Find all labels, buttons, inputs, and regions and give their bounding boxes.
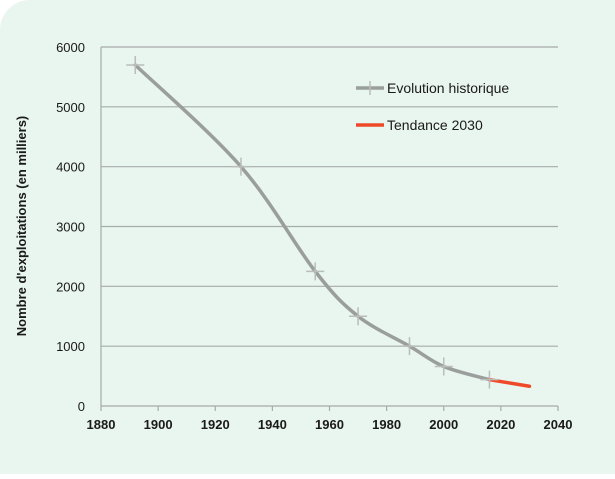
y-axis-label: Nombre d'exploitations (en milliers) bbox=[14, 116, 29, 337]
x-tick-label: 1940 bbox=[258, 417, 287, 432]
legend-label-0: Evolution historique bbox=[387, 80, 509, 96]
y-tick-label: 1000 bbox=[56, 339, 85, 354]
legend: Evolution historique Tendance 2030 bbox=[356, 80, 509, 133]
y-tick-label: 5000 bbox=[56, 100, 85, 115]
series-line-0 bbox=[133, 63, 492, 382]
x-tick-label: 1900 bbox=[144, 417, 173, 432]
x-tick-label: 1920 bbox=[201, 417, 230, 432]
y-tick-label: 2000 bbox=[56, 279, 85, 294]
y-tick-label: 3000 bbox=[56, 220, 85, 235]
y-tick-label: 4000 bbox=[56, 160, 85, 175]
x-tick-label: 2040 bbox=[544, 417, 573, 432]
data-point-marker bbox=[480, 370, 499, 389]
series-line-1 bbox=[487, 377, 532, 389]
legend-label-1: Tendance 2030 bbox=[387, 117, 483, 133]
x-tick-label: 2000 bbox=[429, 417, 458, 432]
data-point-marker bbox=[400, 337, 419, 356]
data-point-marker bbox=[434, 357, 453, 376]
x-tick-label: 1980 bbox=[372, 417, 401, 432]
data-point-marker bbox=[349, 307, 368, 326]
y-tick-label: 0 bbox=[78, 399, 85, 414]
x-tick-label: 1960 bbox=[315, 417, 344, 432]
data-point-marker bbox=[126, 55, 145, 74]
data-point-marker bbox=[231, 157, 250, 176]
y-tick-label: 6000 bbox=[56, 40, 85, 55]
x-tick-label: 2020 bbox=[486, 417, 515, 432]
data-point-marker bbox=[306, 262, 325, 281]
x-tick-label: 1880 bbox=[87, 417, 116, 432]
